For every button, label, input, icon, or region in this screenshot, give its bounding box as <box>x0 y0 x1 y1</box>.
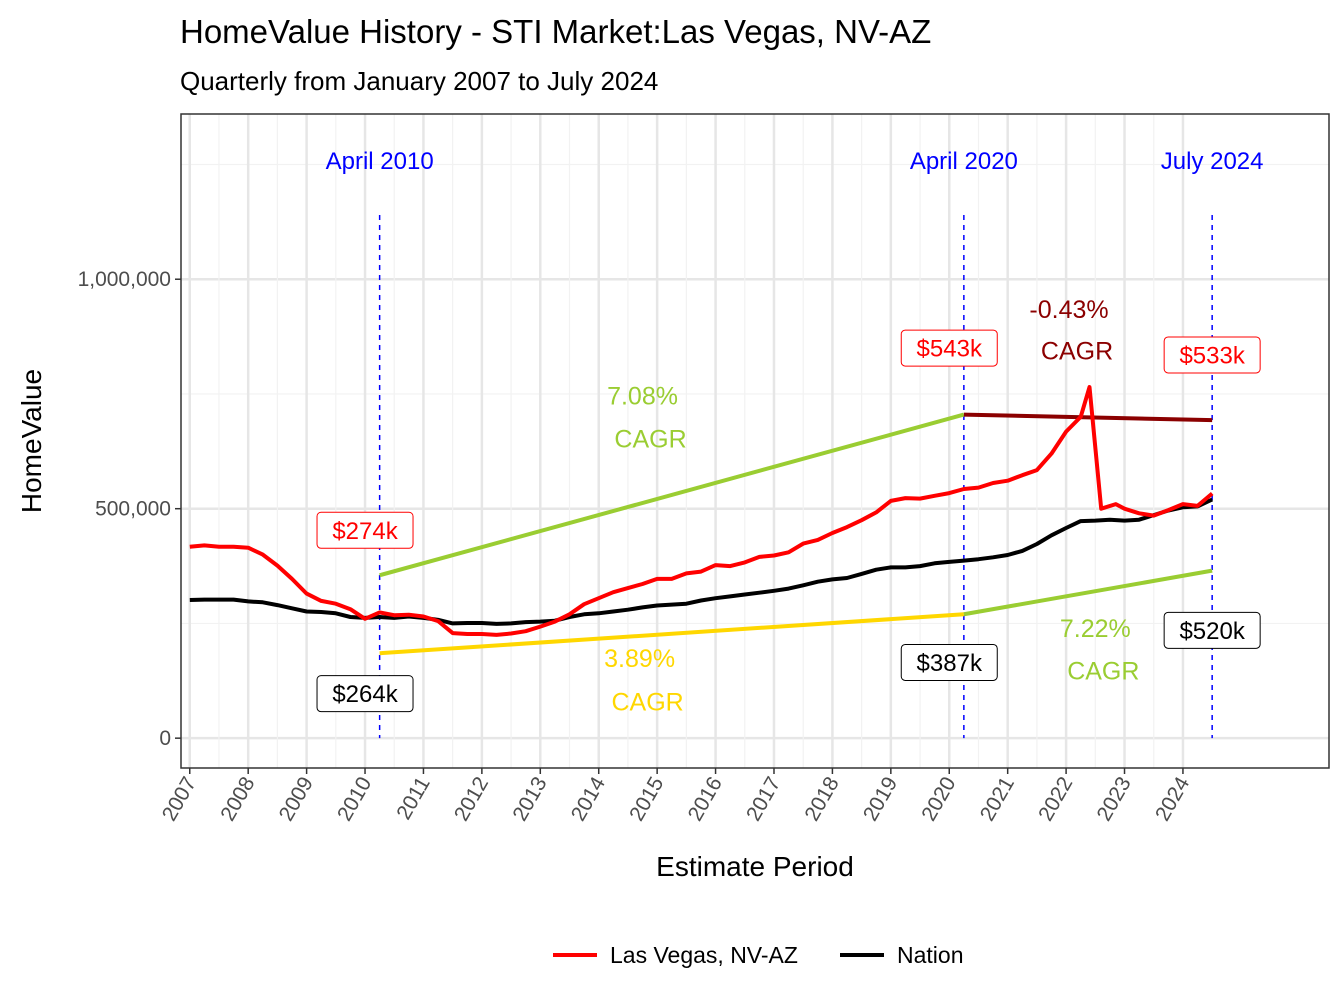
legend-label: Nation <box>897 942 963 968</box>
y-tick-label: 1,000,000 <box>78 268 171 291</box>
x-tick-label: 2012 <box>450 773 493 825</box>
reference-line-label: April 2010 <box>326 148 434 175</box>
value-label: $533k <box>1179 342 1245 369</box>
cagr-label: CAGR <box>1067 657 1139 685</box>
x-tick-label: 2024 <box>1151 773 1194 825</box>
legend-label: Las Vegas, NV-AZ <box>610 942 798 968</box>
x-tick-label: 2007 <box>158 773 201 825</box>
x-tick-label: 2021 <box>976 773 1019 825</box>
annotations: 7.08% CAGR -0.43% CAGR 3.89% CAGR 7.22% CAGR $27… <box>316 296 1261 717</box>
x-tick-label: 2015 <box>625 773 668 825</box>
value-label-box <box>900 643 998 681</box>
x-tick-label: 2019 <box>859 773 902 825</box>
x-tick-label: 2022 <box>1034 773 1077 825</box>
cagr-label: CAGR <box>1041 338 1113 366</box>
cagr-trend-line <box>963 412 1213 423</box>
x-tick-label: 2013 <box>508 773 551 825</box>
value-label-box <box>1163 336 1261 374</box>
x-tick-label: 2009 <box>275 773 318 825</box>
value-label: $274k <box>332 518 398 545</box>
value-label: $264k <box>332 681 398 708</box>
plot-panel <box>181 114 1329 768</box>
y-tick-label: 500,000 <box>95 498 171 521</box>
x-tick-label: 2014 <box>567 773 610 825</box>
value-label-box <box>900 329 998 367</box>
value-label: $520k <box>1179 618 1245 645</box>
cagr-trend-line <box>963 568 1213 617</box>
y-axis-title: HomeValue <box>16 369 47 513</box>
legend: Las Vegas, NV-AZ Nation <box>553 942 963 968</box>
x-tick-label: 2011 <box>392 773 435 824</box>
reference-lines: April 2010 April 2020 July 2024 <box>326 148 1264 739</box>
plot-border <box>180 113 1330 769</box>
data-series <box>189 385 1214 637</box>
cagr-label: CAGR <box>611 689 683 717</box>
value-label-box <box>316 511 414 549</box>
x-tick-label: 2018 <box>800 773 843 825</box>
cagr-trend-line <box>379 412 965 578</box>
x-axis-title: Estimate Period <box>656 851 854 882</box>
cagr-trend-line <box>379 612 964 656</box>
reference-line-label: July 2024 <box>1161 148 1264 175</box>
cagr-value: -0.43% <box>1029 296 1108 324</box>
cagr-value: 3.89% <box>604 645 675 673</box>
value-label-box <box>1163 611 1261 649</box>
x-tick-label: 2017 <box>742 773 785 825</box>
chart-title: HomeValue History - STI Market:Las Vegas… <box>180 13 931 50</box>
x-axis: 2007 2008 2009 2010 2011 2012 2013 2014 2015 2016… <box>158 768 1194 825</box>
chart-subtitle: Quarterly from January 2007 to July 2024 <box>180 66 658 96</box>
series-line <box>189 385 1214 637</box>
value-label: $543k <box>917 336 983 363</box>
y-axis: 0 500,000 1,000,000 <box>78 268 181 750</box>
x-tick-label: 2010 <box>333 773 376 825</box>
x-tick-label: 2016 <box>684 773 727 825</box>
grid <box>181 114 1329 768</box>
x-tick-label: 2023 <box>1093 773 1136 825</box>
reference-line-label: April 2020 <box>910 148 1018 175</box>
cagr-label: CAGR <box>614 426 686 454</box>
y-tick-label: 0 <box>159 727 171 750</box>
trend-lines <box>379 412 1213 656</box>
cagr-value: 7.22% <box>1060 615 1131 643</box>
cagr-value: 7.08% <box>607 383 678 411</box>
x-tick-label: 2020 <box>917 773 960 825</box>
value-label: $387k <box>917 650 983 677</box>
x-tick-label: 2008 <box>216 773 259 825</box>
value-label-box <box>316 675 414 713</box>
